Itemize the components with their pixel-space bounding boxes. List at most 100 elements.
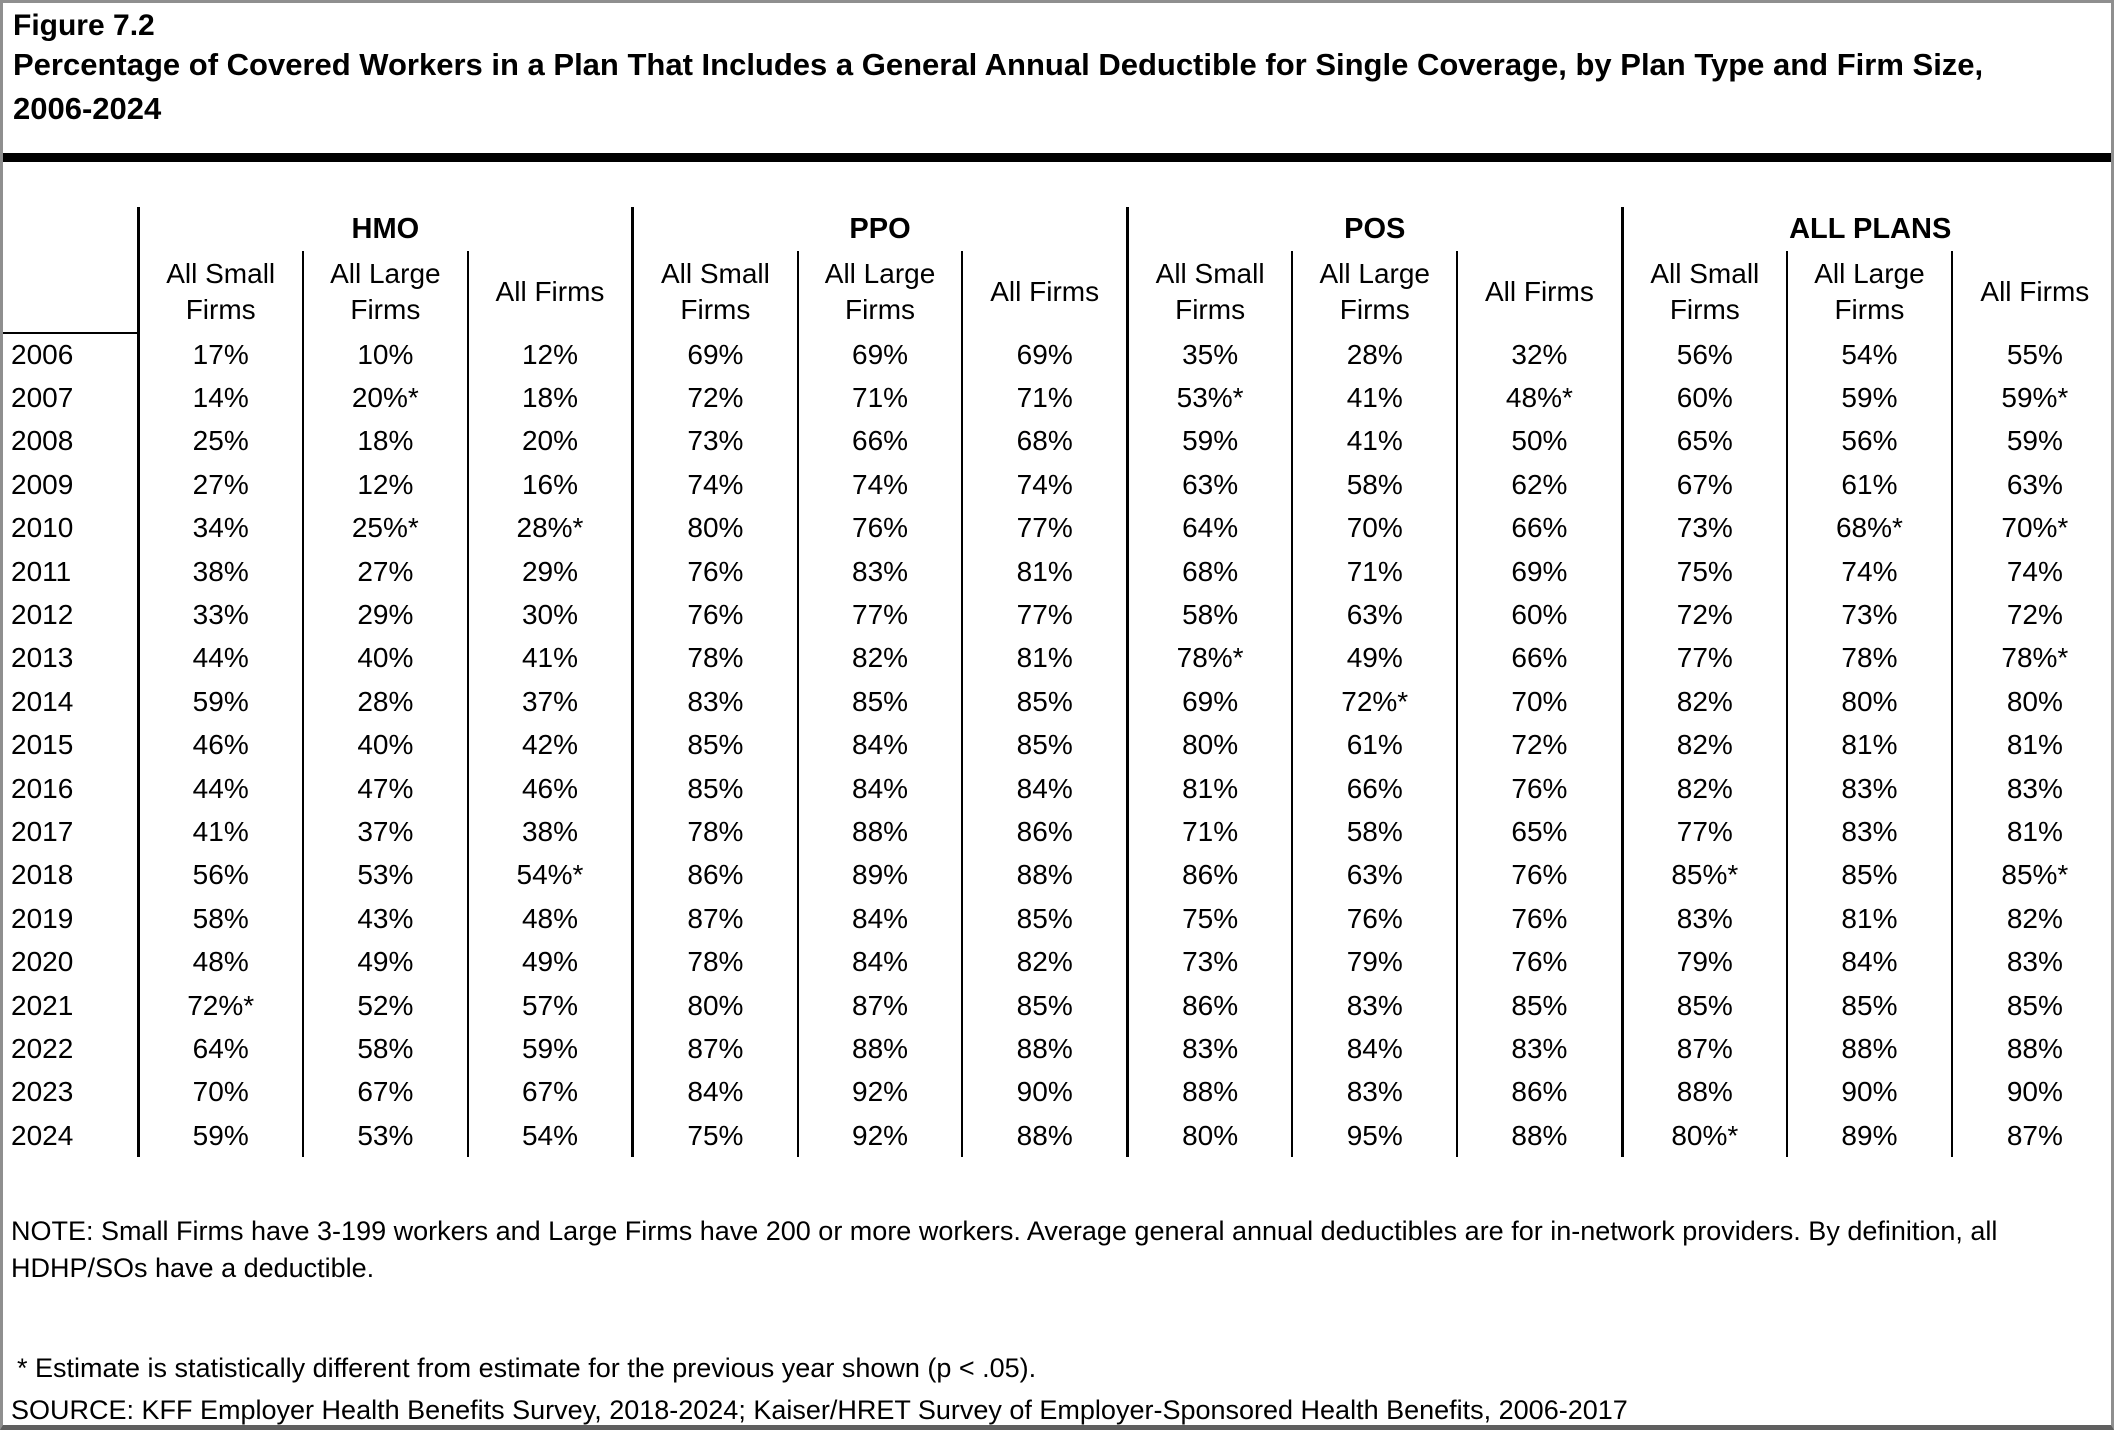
table-cell: 82% xyxy=(1620,723,1787,767)
table-row: 2009 27% 12% 16% 74% 74% 74% 63% 58% 62% 67% 61% 63% xyxy=(3,463,2111,507)
table-cell: 49% xyxy=(466,940,633,984)
table-cell: 67% xyxy=(466,1070,633,1115)
table-cell: 76% xyxy=(796,506,963,550)
table-row: 2019 58% 43% 48% 87% 84% 85% 75% 76% 76% 83% 81% 82% xyxy=(3,897,2111,941)
table-cell: 86% xyxy=(1125,983,1293,1028)
table-cell: 53%* xyxy=(1125,376,1293,420)
table-cell: 56% xyxy=(1786,419,1952,464)
row-year: 2016 xyxy=(11,772,74,804)
table-cell: 90% xyxy=(961,1070,1128,1115)
table-cell: 48% xyxy=(136,940,303,984)
table-cell: 81% xyxy=(961,636,1128,681)
table-cell: 83% xyxy=(1786,766,1952,811)
table-cell: 53% xyxy=(301,1114,468,1158)
table-cell: 63% xyxy=(1291,853,1458,898)
table-cell: 81% xyxy=(1786,723,1952,767)
table-cell: 66% xyxy=(1456,636,1623,681)
table-row: 2021 72%* 52% 57% 80% 87% 85% 86% 83% 85% 85% 85% 85… xyxy=(3,983,2111,1028)
table-row: 2017 41% 37% 38% 78% 88% 86% 71% 58% 65% 77% 83% 81% xyxy=(3,810,2111,854)
table-cell: 41% xyxy=(136,810,303,854)
table-cell: 85% xyxy=(1786,853,1952,898)
table-cell: 88% xyxy=(796,810,963,854)
table-cell: 42% xyxy=(466,723,633,767)
table-cell: 85% xyxy=(1456,983,1623,1028)
table-cell: 25%* xyxy=(301,506,468,550)
table-cell: 70% xyxy=(1456,680,1623,724)
table-cell: 78% xyxy=(631,810,798,854)
table-cell: 88% xyxy=(1125,1070,1293,1115)
table-cell: 69% xyxy=(1456,549,1623,594)
table-cell: 50% xyxy=(1456,419,1623,464)
table-cell: 92% xyxy=(796,1114,963,1158)
table-cell: 54% xyxy=(466,1114,633,1158)
table-cell: 48%* xyxy=(1456,376,1623,420)
table-cell: 75% xyxy=(1620,549,1787,594)
table-cell: 14% xyxy=(136,376,303,420)
footnote-text: * Estimate is statistically different fr… xyxy=(17,1353,1037,1383)
year-column-header xyxy=(3,251,138,334)
table-cell: 78%* xyxy=(1125,636,1293,681)
table-cell: 92% xyxy=(796,1070,963,1115)
table-cell: 68% xyxy=(961,419,1128,464)
table-cell: 86% xyxy=(631,853,798,898)
row-year: 2022 xyxy=(11,1032,74,1064)
table-cell: 83% xyxy=(1456,1027,1623,1071)
table-cell: 20%* xyxy=(301,376,468,420)
table-cell: 81% xyxy=(1125,766,1293,811)
row-year: 2010 xyxy=(11,512,74,544)
table-cell: 65% xyxy=(1620,419,1787,464)
table-cell: 58% xyxy=(1125,593,1293,637)
table-cell: 72% xyxy=(1620,593,1787,637)
table-cell: 72%* xyxy=(136,983,303,1028)
column-subheader: All Large Firms xyxy=(301,251,468,333)
table-cell: 84% xyxy=(961,766,1128,811)
table-cell: 90% xyxy=(1950,1070,2111,1115)
column-subheader: All Large Firms xyxy=(1291,251,1458,333)
table-cell: 59%* xyxy=(1950,376,2111,420)
table-row: 2008 25% 18% 20% 73% 66% 68% 59% 41% 50% 65% 56% 59% xyxy=(3,419,2111,464)
table-cell: 59% xyxy=(136,1114,303,1158)
row-year: 2024 xyxy=(11,1119,74,1151)
table-cell: 37% xyxy=(466,680,633,724)
column-group-header-pos: POS xyxy=(1125,207,1623,251)
table-cell: 29% xyxy=(301,593,468,637)
table-cell: 68% xyxy=(1125,549,1293,594)
table-cell: 84% xyxy=(1786,940,1952,984)
table-cell: 73% xyxy=(1125,940,1293,984)
column-group-header-ppo: PPO xyxy=(631,207,1128,251)
table-cell: 85% xyxy=(1620,983,1787,1028)
table-cell: 61% xyxy=(1291,723,1458,767)
table-row: 2016 44% 47% 46% 85% 84% 84% 81% 66% 76% 82% 83% 83% xyxy=(3,766,2111,811)
column-subheader: All Small Firms xyxy=(136,251,303,333)
table-cell: 40% xyxy=(301,723,468,767)
table-cell: 74% xyxy=(1950,549,2111,594)
table-cell: 74% xyxy=(796,463,963,507)
table-row: 2018 56% 53% 54%* 86% 89% 88% 86% 63% 76% 85%* 85% 8… xyxy=(3,853,2111,898)
table-cell: 16% xyxy=(466,463,633,507)
row-year: 2008 xyxy=(11,425,74,457)
table-cell: 69% xyxy=(961,333,1128,377)
column-subheader: All Large Firms xyxy=(796,251,963,333)
table-cell: 66% xyxy=(1456,506,1623,550)
table-cell: 20% xyxy=(466,419,633,464)
table-cell: 59% xyxy=(136,680,303,724)
table-cell: 58% xyxy=(136,897,303,941)
column-subheader: All Small Firms xyxy=(1620,251,1787,333)
table-cell: 82% xyxy=(1950,897,2111,941)
table-cell: 80% xyxy=(1125,723,1293,767)
figure-label: Figure 7.2 xyxy=(13,9,155,42)
table-cell: 71% xyxy=(961,376,1128,420)
table-cell: 85% xyxy=(961,897,1128,941)
table-cell: 58% xyxy=(301,1027,468,1071)
table-cell: 46% xyxy=(466,766,633,811)
table-cell: 83% xyxy=(1950,766,2111,811)
row-year: 2019 xyxy=(11,902,74,934)
table-cell: 83% xyxy=(1786,810,1952,854)
table-cell: 89% xyxy=(1786,1114,1952,1158)
table-cell: 95% xyxy=(1291,1114,1458,1158)
table-cell: 76% xyxy=(1456,853,1623,898)
table-cell: 69% xyxy=(631,333,798,377)
table-cell: 88% xyxy=(1950,1027,2111,1071)
table-cell: 28%* xyxy=(466,506,633,550)
